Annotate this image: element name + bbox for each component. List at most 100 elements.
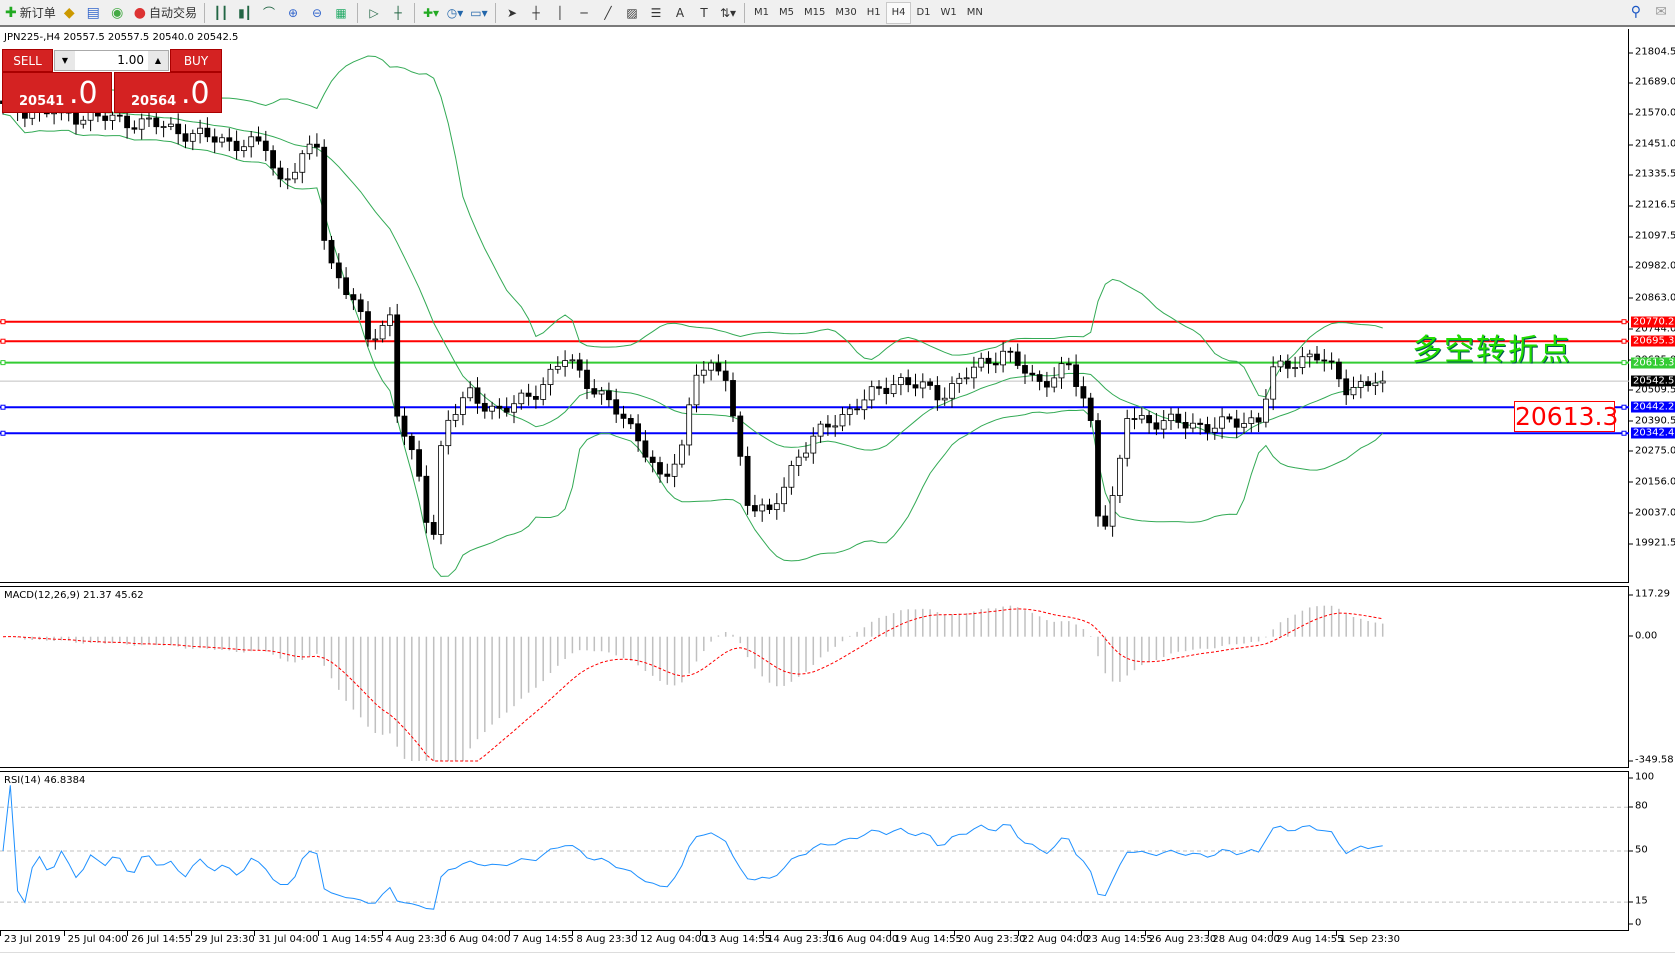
main-chart[interactable]: JPN225-,H4 20557.5 20557.5 20540.0 20542…: [0, 29, 1629, 583]
price-tick: 20863.0: [1628, 292, 1675, 303]
candle-body: [277, 167, 284, 180]
candle-body: [730, 380, 736, 417]
sell-price-main: 20541: [19, 94, 65, 109]
crosshair-button[interactable]: ┼: [524, 1, 548, 24]
candle-body: [956, 377, 963, 384]
bollinger-middle: [2, 101, 1383, 451]
sell-button[interactable]: SELL: [2, 49, 53, 72]
chart-annotation-text[interactable]: 多空转折点: [1412, 333, 1572, 368]
bar-chart-button[interactable]: ┃┃: [209, 1, 233, 24]
candle-body: [773, 503, 780, 510]
sell-price-button[interactable]: 20541 .0: [2, 72, 112, 113]
candlestick-button[interactable]: ▮┃: [233, 1, 257, 24]
level-anchor: [1621, 319, 1627, 325]
chart-shift-button[interactable]: ┼: [386, 1, 410, 24]
timeframe-mn[interactable]: MN: [966, 7, 983, 18]
price-label-box[interactable]: 20613.3: [1514, 401, 1619, 432]
cursor-button[interactable]: ➤: [500, 1, 524, 24]
candle-body: [328, 240, 335, 264]
timeframe-h1[interactable]: H1: [866, 7, 881, 18]
price-tick: 20509.5: [1628, 384, 1675, 396]
candlestick-icon: ▮┃: [238, 5, 252, 20]
candle-body: [1233, 418, 1240, 428]
rsi-pane[interactable]: RSI(14) 46.8384: [0, 771, 1629, 931]
candle-body: [343, 277, 350, 296]
candle-body: [197, 127, 204, 134]
fibonacci-button[interactable]: ☰: [644, 1, 668, 24]
arrows-button[interactable]: ⇅▾: [716, 1, 740, 24]
bollinger-upper: [2, 55, 1383, 398]
candle-body: [576, 359, 583, 371]
candle-body: [459, 397, 466, 415]
zoom-in-button[interactable]: ⊕: [281, 1, 305, 24]
candle-body: [438, 445, 444, 535]
trendline-button[interactable]: ╱: [596, 1, 620, 24]
channel-button[interactable]: ▨: [620, 1, 644, 24]
vertical-line-button[interactable]: │: [548, 1, 572, 24]
text-button[interactable]: A: [668, 1, 692, 24]
bar-chart-icon: ┃┃: [213, 5, 229, 20]
timeframe-d1[interactable]: D1: [916, 7, 931, 18]
price-tick: 21689.0: [1628, 76, 1675, 88]
autoscroll-button[interactable]: ▷: [362, 1, 386, 24]
candle-body: [284, 178, 291, 181]
auto-trading-button[interactable]: ● 自动交易: [131, 1, 200, 24]
zoom-out-button[interactable]: ⊖: [305, 1, 329, 24]
timeframe-m5[interactable]: M5: [778, 7, 794, 18]
candle-body: [657, 462, 663, 475]
timeframe-m15[interactable]: M15: [803, 7, 826, 18]
rsi-tick: 80: [1629, 800, 1648, 812]
price-axis[interactable]: 21804.5 21689.0 21570.0 21451.0 21335.5 21216…: [1628, 29, 1675, 583]
candle-body: [350, 294, 357, 301]
folder-icon: ◆: [63, 4, 75, 21]
cursor-icon: ➤: [506, 5, 518, 20]
candle-body: [408, 435, 415, 451]
time-tick: 12 Aug 04:00: [636, 931, 707, 945]
new-order-icon: ✚: [5, 4, 17, 21]
search-icon[interactable]: ⚲: [1630, 4, 1641, 20]
lot-increase-button[interactable]: ▲: [148, 51, 168, 70]
timeframe-w1[interactable]: W1: [940, 7, 957, 18]
candle-body: [211, 136, 218, 143]
time-tick: 1 Aug 14:55: [318, 931, 383, 945]
signal-icon: ◉: [111, 4, 124, 21]
candle-body: [1007, 350, 1014, 353]
lot-value[interactable]: 1.00: [117, 53, 144, 67]
candle-body: [1190, 422, 1196, 429]
chart-header: JPN225-,H4 20557.5 20557.5 20540.0 20542…: [4, 32, 239, 43]
periods-button[interactable]: ◷▾: [443, 1, 467, 24]
candle-body: [80, 119, 87, 125]
terminal-button[interactable]: ▤: [83, 1, 107, 24]
candle-body: [204, 127, 211, 138]
rsi-label: RSI(14) 46.8384: [4, 775, 86, 786]
new-order-button[interactable]: ✚ 新订单: [2, 1, 59, 24]
tile-windows-button[interactable]: ▦: [329, 1, 353, 24]
candle-body: [219, 137, 225, 143]
timeframe-m1[interactable]: M1: [753, 7, 769, 18]
time-tick: 6 Aug 04:00: [445, 931, 510, 945]
line-chart-button[interactable]: ⌒: [257, 1, 281, 24]
horizontal-line-button[interactable]: ─: [572, 1, 596, 24]
chat-icon[interactable]: ✉: [1655, 4, 1667, 20]
buy-button[interactable]: BUY: [170, 49, 222, 72]
buy-price-button[interactable]: 20564 .0: [114, 72, 222, 113]
indicators-button[interactable]: ✚▾: [419, 1, 443, 24]
time-tick: 8 Aug 23:30: [572, 931, 637, 945]
lot-decrease-button[interactable]: ▼: [55, 51, 75, 70]
text-label-button[interactable]: T: [692, 1, 716, 24]
clock-icon: ◷▾: [446, 5, 464, 20]
timeframe-m30[interactable]: M30: [835, 7, 857, 18]
rsi-tick: 15: [1629, 895, 1648, 907]
time-tick: 7 Aug 14:55: [508, 931, 574, 945]
timeframe-h4[interactable]: H4: [885, 1, 912, 24]
macd-pane[interactable]: MACD(12,26,9) 21.37 45.62: [0, 586, 1629, 768]
candle-body: [335, 262, 342, 279]
candle-body: [1124, 418, 1131, 459]
templates-button[interactable]: ▭▾: [467, 1, 491, 24]
signals-button[interactable]: ◉: [107, 1, 131, 24]
candle-body: [1314, 353, 1320, 361]
navigator-button[interactable]: ◆: [59, 1, 83, 24]
lot-size-input[interactable]: ▼ 1.00 ▲: [54, 50, 169, 71]
candle-body: [642, 440, 649, 458]
candle-body: [671, 463, 678, 477]
